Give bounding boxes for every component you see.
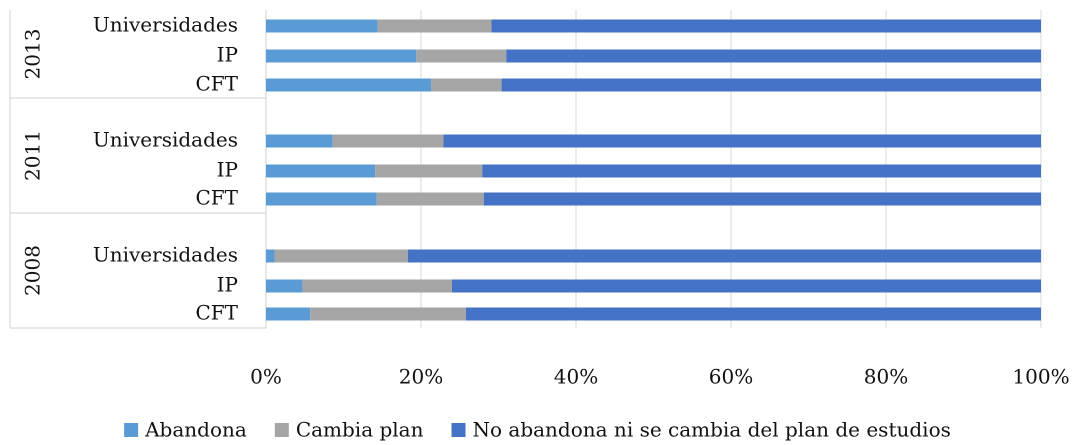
bar-segment bbox=[266, 307, 311, 321]
bar-segment bbox=[266, 19, 378, 33]
bar-segment bbox=[407, 249, 1041, 263]
x-tick-label: 20% bbox=[399, 365, 443, 389]
bar-segment bbox=[416, 49, 507, 63]
category-label: Universidades bbox=[93, 128, 238, 152]
bar-segment bbox=[266, 249, 275, 263]
legend-label: Cambia plan bbox=[296, 418, 424, 442]
bar-segment bbox=[274, 249, 408, 263]
bar-segment bbox=[266, 49, 417, 63]
bar-segment bbox=[431, 78, 502, 92]
x-tick-label: 80% bbox=[864, 365, 908, 389]
legend-swatch bbox=[451, 423, 466, 437]
group-labels: 2013 2011 2008 bbox=[21, 29, 45, 296]
plot-frame bbox=[9, 10, 267, 329]
group-label: 2013 bbox=[21, 29, 45, 80]
category-label: CFT bbox=[195, 301, 238, 325]
bar-segment bbox=[483, 192, 1041, 206]
category-label: IP bbox=[217, 43, 238, 67]
bar-segment bbox=[332, 134, 444, 148]
category-label: IP bbox=[217, 158, 238, 182]
bar-segment bbox=[501, 78, 1042, 92]
category-label: IP bbox=[217, 273, 238, 297]
bar-segment bbox=[443, 134, 1042, 148]
x-tick-label: 0% bbox=[250, 365, 282, 389]
x-tick-label: 60% bbox=[709, 365, 753, 389]
bars bbox=[266, 19, 1042, 321]
x-axis-tick-labels: 0% 20% 40% 60% 80% 100% bbox=[250, 365, 1069, 389]
bar-segment bbox=[302, 279, 452, 293]
bar-segment bbox=[376, 192, 484, 206]
bar-segment bbox=[266, 192, 377, 206]
category-label: Universidades bbox=[93, 243, 238, 267]
group-label: 2008 bbox=[21, 245, 45, 296]
legend-swatch bbox=[124, 423, 139, 437]
bar-segment bbox=[377, 19, 492, 33]
bar-segment bbox=[375, 164, 483, 178]
legend: Abandona Cambia plan No abandona ni se cam… bbox=[124, 418, 951, 442]
bar-segment bbox=[266, 78, 432, 92]
category-label: CFT bbox=[195, 186, 238, 210]
x-tick-label: 40% bbox=[554, 365, 598, 389]
bar-segment bbox=[491, 19, 1041, 33]
bar-segment bbox=[266, 279, 303, 293]
bar-segment bbox=[310, 307, 466, 321]
group-label: 2011 bbox=[21, 130, 45, 181]
bar-segment bbox=[506, 49, 1041, 63]
bar-segment bbox=[452, 279, 1041, 293]
bar-segment bbox=[266, 134, 333, 148]
legend-label: No abandona ni se cambia del plan de est… bbox=[473, 418, 951, 442]
legend-swatch bbox=[274, 423, 289, 437]
legend-item: Abandona bbox=[124, 418, 247, 442]
category-labels: Universidades IP CFT Universidades IP CFT Univ… bbox=[93, 13, 239, 325]
category-label: CFT bbox=[195, 72, 238, 96]
category-label: Universidades bbox=[93, 13, 238, 37]
legend-label: Abandona bbox=[144, 418, 247, 442]
legend-item: No abandona ni se cambia del plan de est… bbox=[451, 418, 951, 442]
legend-item: Cambia plan bbox=[274, 418, 424, 442]
bar-segment bbox=[465, 307, 1041, 321]
bar-segment bbox=[266, 164, 376, 178]
x-tick-label: 100% bbox=[1012, 365, 1069, 389]
bar-segment bbox=[482, 164, 1042, 178]
